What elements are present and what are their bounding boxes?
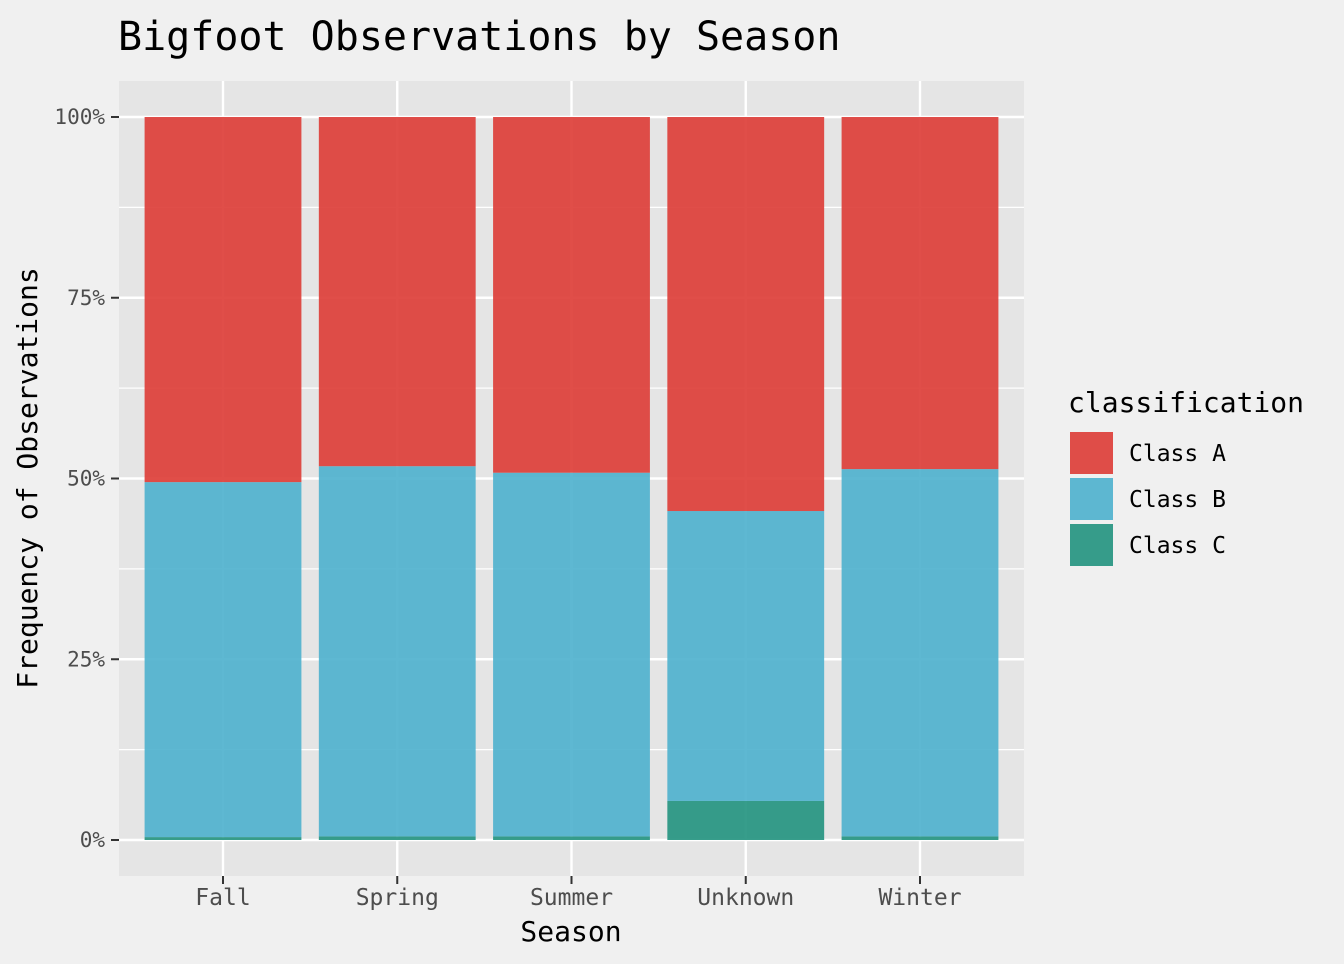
- bar-segment: [841, 117, 999, 470]
- x-tick-label: Spring: [356, 885, 439, 911]
- x-axis-title: Season: [520, 915, 621, 948]
- bar-segment: [667, 117, 825, 512]
- legend-swatch: [1070, 478, 1113, 520]
- x-tick-label: Winter: [878, 885, 961, 911]
- bar-segment: [841, 469, 999, 837]
- x-tick-label: Fall: [195, 885, 250, 911]
- y-tick-label: 100%: [54, 105, 105, 129]
- bar-segment: [667, 511, 825, 801]
- y-tick-label: 50%: [67, 467, 105, 491]
- bar-segment: [493, 117, 650, 473]
- bars: [144, 117, 999, 840]
- bar-segment: [318, 836, 476, 840]
- bar-segment: [841, 836, 999, 840]
- x-tick-label: Unknown: [697, 885, 794, 911]
- bar-segment: [144, 117, 302, 483]
- legend-label: Class B: [1129, 487, 1226, 513]
- legend-label: Class A: [1129, 441, 1226, 467]
- legend-label: Class C: [1129, 533, 1226, 559]
- legend-items: Class A Class B Class C: [1070, 432, 1226, 566]
- y-tick-label: 75%: [67, 286, 105, 310]
- y-tick-label: 0%: [80, 828, 106, 852]
- bar-segment: [318, 466, 476, 837]
- legend-swatch: [1070, 432, 1113, 474]
- bar-segment: [144, 837, 302, 840]
- legend: classification Class A Class B Class C: [1068, 386, 1304, 566]
- bar-segment: [318, 117, 476, 467]
- x-axis: Fall Spring Summer Unknown Winter: [195, 876, 962, 911]
- bar-segment: [493, 836, 650, 840]
- x-tick-label: Summer: [530, 885, 613, 911]
- bar-segment: [493, 472, 650, 837]
- bar-segment: [667, 800, 825, 840]
- y-tick-label: 25%: [67, 647, 105, 671]
- y-axis-title: Frequency of Observations: [11, 267, 44, 688]
- legend-swatch: [1070, 524, 1113, 566]
- y-axis: 0% 25% 50% 75% 100%: [54, 105, 119, 852]
- legend-title: classification: [1068, 386, 1304, 419]
- bar-segment: [144, 482, 302, 838]
- chart-title: Bigfoot Observations by Season: [118, 14, 840, 60]
